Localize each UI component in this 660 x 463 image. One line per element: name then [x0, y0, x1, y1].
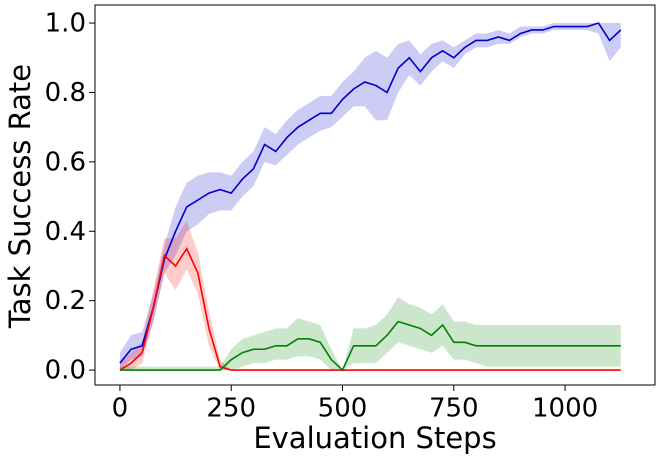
y-tick-label: 1.0 [45, 9, 86, 39]
x-tick-label: 250 [206, 394, 256, 424]
y-axis-label: Task Success Rate [3, 64, 37, 329]
confidence-band [119, 23, 621, 371]
confidence-band [119, 297, 621, 371]
x-tick-label: 750 [429, 394, 479, 424]
y-tick-label: 0.4 [45, 217, 86, 247]
y-tick-label: 0.0 [45, 356, 86, 386]
plot-frame [94, 4, 656, 386]
series-line [119, 22, 622, 364]
x-tick-label: 1000 [532, 394, 598, 424]
x-tick-label: 0 [112, 394, 129, 424]
y-tick-label: 0.8 [45, 78, 86, 108]
y-tick-label: 0.2 [45, 286, 86, 316]
series-line [119, 320, 621, 372]
y-tick-label: 0.6 [45, 147, 86, 177]
series-line [119, 246, 621, 371]
x-axis-label: Evaluation Steps [253, 421, 496, 455]
x-tick-label: 500 [318, 394, 368, 424]
